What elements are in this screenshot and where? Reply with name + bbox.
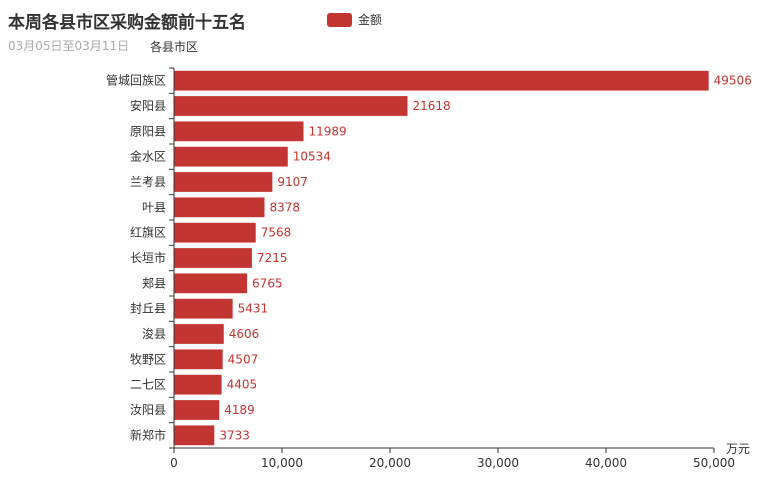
y-tick-label: 牧野区 [130, 352, 166, 366]
x-tick-label: 50,000 [693, 456, 735, 470]
y-tick-label: 浚县 [142, 326, 166, 341]
x-axis-title: 万元 [726, 442, 750, 456]
bar [174, 222, 256, 243]
bar-value-label: 21618 [412, 99, 450, 113]
bar [174, 197, 265, 218]
bar [174, 400, 220, 420]
y-tick-label: 新郑市 [130, 427, 166, 442]
y-tick-label: 汝阳县 [130, 403, 166, 417]
bar [174, 146, 288, 167]
bar-value-label: 4189 [224, 403, 255, 417]
x-tick-label: 20,000 [369, 456, 411, 470]
bar-value-label: 49506 [714, 74, 752, 88]
bar-value-label: 4507 [228, 352, 259, 366]
bar [174, 324, 224, 344]
x-tick-label: 40,000 [585, 456, 627, 470]
y-tick-label: 封丘县 [130, 302, 166, 316]
bar [174, 70, 709, 91]
legend-label: 金额 [358, 13, 383, 27]
bar [174, 96, 408, 116]
x-tick-label: 10,000 [261, 456, 303, 470]
bar-value-label: 7568 [261, 226, 292, 240]
bar-value-label: 5431 [238, 302, 269, 316]
bar [174, 425, 215, 446]
bar [174, 248, 252, 268]
bar-value-label: 6765 [252, 276, 283, 290]
bar [174, 273, 248, 294]
y-axis-title: 各县市区 [150, 39, 198, 54]
x-tick-label: 30,000 [477, 456, 519, 470]
bar-value-label: 4405 [227, 378, 258, 392]
legend-swatch [327, 12, 352, 27]
bar-value-label: 7215 [257, 251, 288, 265]
bar [174, 298, 233, 319]
bar-value-label: 11989 [308, 124, 346, 138]
bar [174, 349, 223, 370]
bar-value-label: 3733 [219, 428, 250, 442]
bar-value-label: 4606 [229, 327, 260, 341]
bar-value-label: 9107 [277, 175, 308, 189]
y-tick-label: 管城回族区 [106, 73, 166, 88]
y-tick-label: 叶县 [142, 200, 166, 214]
y-tick-label: 安阳县 [130, 98, 166, 113]
y-tick-label: 原阳县 [130, 124, 166, 138]
bar [174, 172, 273, 192]
y-tick-label: 红旗区 [130, 225, 166, 240]
y-tick-label: 兰考县 [130, 175, 166, 189]
chart-subtitle: 03月05日至03月11日 [8, 39, 130, 53]
y-tick-label: 长垣市 [130, 250, 166, 265]
bar-value-label: 8378 [269, 200, 300, 214]
legend[interactable]: 金额 [327, 11, 382, 28]
y-tick-label: 金水区 [130, 149, 166, 164]
y-tick-label: 郏县 [142, 276, 166, 290]
y-tick-label: 二七区 [130, 378, 166, 392]
bar-value-label: 10534 [293, 150, 331, 164]
x-tick-label: 0 [170, 456, 178, 470]
chart-title: 本周各县市区采购金额前十五名 [8, 13, 246, 33]
bar [174, 374, 222, 395]
bar [174, 121, 304, 142]
